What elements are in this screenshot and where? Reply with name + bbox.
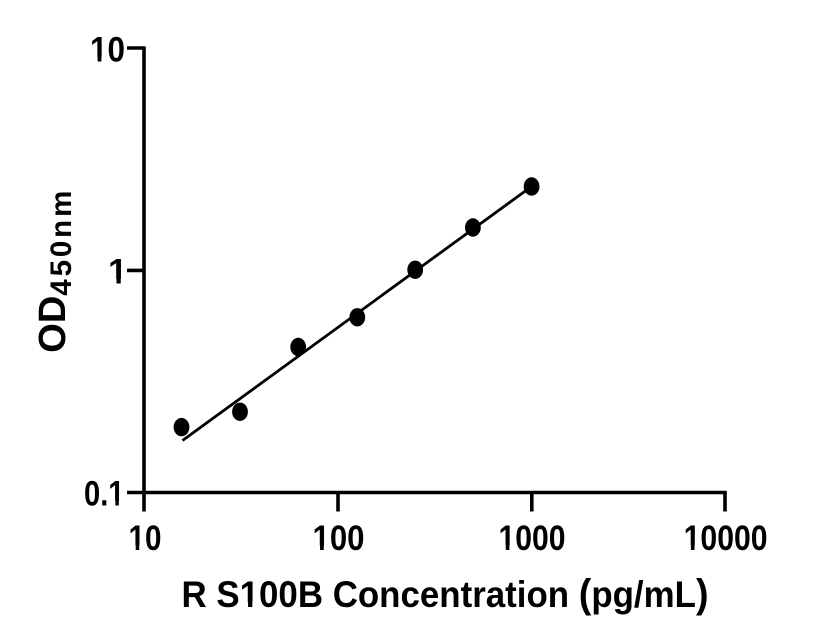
- svg-text:1: 1: [108, 252, 127, 291]
- svg-text:1000: 1000: [499, 519, 566, 558]
- svg-text:10000: 10000: [684, 519, 768, 558]
- svg-text:R S100B Concentration (pg/mL): R S100B Concentration (pg/mL): [182, 572, 709, 616]
- svg-text:100: 100: [313, 519, 365, 558]
- svg-text:10: 10: [129, 519, 162, 558]
- svg-text:0.1: 0.1: [84, 475, 125, 514]
- svg-text:10: 10: [90, 31, 125, 70]
